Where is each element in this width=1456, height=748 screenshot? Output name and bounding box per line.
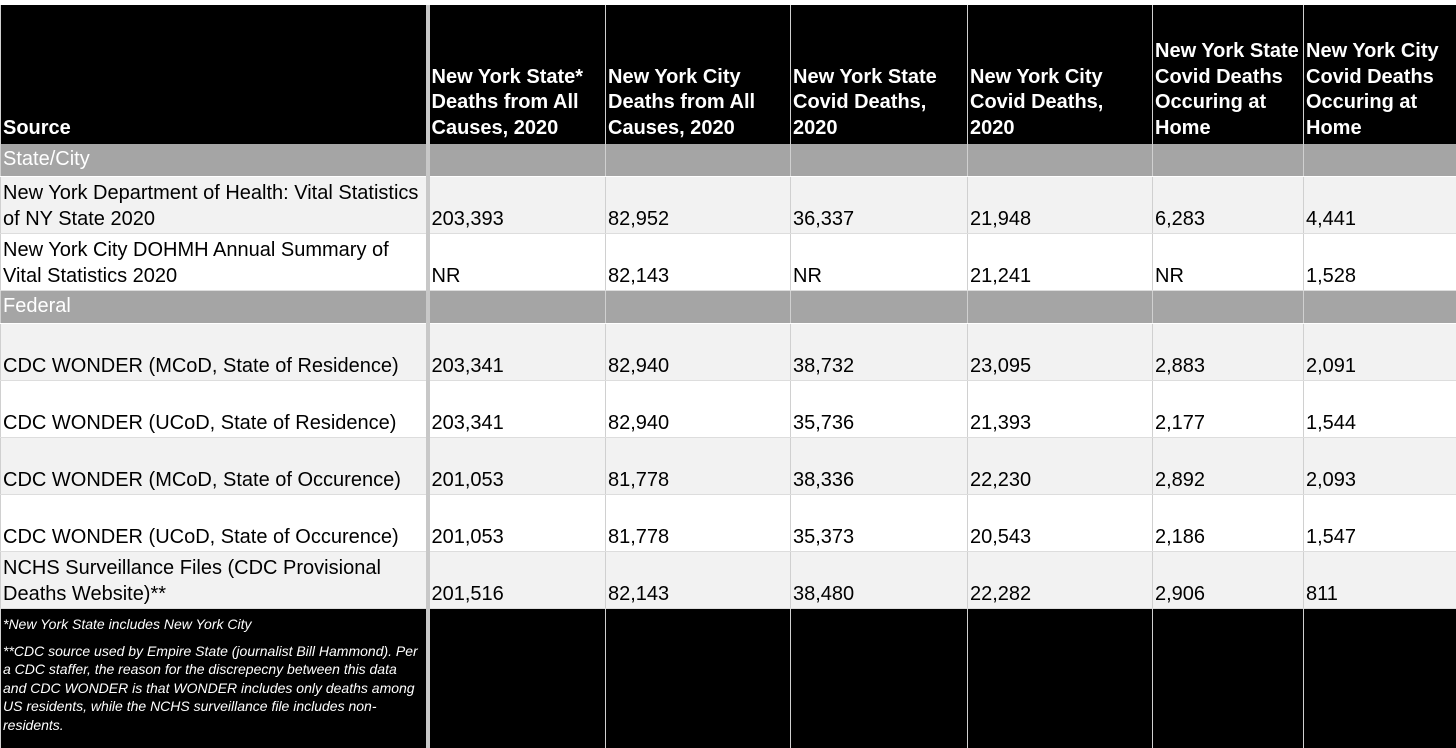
section-title: State/City [0,144,428,177]
value-cell: 21,393 [967,380,1153,438]
value-cell: 82,952 [605,176,791,234]
section-cell [1303,144,1456,177]
value-cell: 82,143 [605,551,791,609]
section-row: State/City [0,144,1456,177]
section-cell [1152,290,1304,324]
table-row: CDC WONDER (UCoD, State of Occurence) 201… [0,494,1456,552]
value-cell: 82,940 [605,323,791,381]
value-cell: 81,778 [605,437,791,495]
footnote-cell [1303,608,1456,748]
value-cell: 2,883 [1152,323,1304,381]
value-cell: 20,543 [967,494,1153,552]
column-header: New York City Deaths from All Causes, 20… [605,5,791,144]
source-cell: New York City DOHMH Annual Summary of Vi… [0,233,428,291]
value-cell: 36,337 [790,176,968,234]
table-row: NCHS Surveillance Files (CDC Provisional… [0,551,1456,609]
footnote-cell [605,608,791,748]
section-cell [605,290,791,324]
source-cell: CDC WONDER (MCoD, State of Residence) [0,323,428,381]
value-cell: 203,393 [425,176,606,234]
value-cell: 82,143 [605,233,791,291]
table-row: CDC WONDER (UCoD, State of Residence) 203… [0,380,1456,438]
header-row: Source New York State* Deaths from All Ca… [0,5,1456,144]
value-cell: 23,095 [967,323,1153,381]
value-cell: 22,282 [967,551,1153,609]
value-cell: 35,736 [790,380,968,438]
footnote-cell [967,608,1153,748]
section-cell [605,144,791,177]
section-cell [790,290,968,324]
column-header: Source [0,5,428,144]
table-row: CDC WONDER (MCoD, State of Occurence) 201… [0,437,1456,495]
value-cell: 2,892 [1152,437,1304,495]
value-cell: 6,283 [1152,176,1304,234]
value-cell: 203,341 [425,323,606,381]
section-cell [1303,290,1456,324]
value-cell: 38,480 [790,551,968,609]
value-cell: 811 [1303,551,1456,609]
source-cell: CDC WONDER (MCoD, State of Occurence) [0,437,428,495]
section-cell [967,144,1153,177]
value-cell: 1,547 [1303,494,1456,552]
footnotes: *New York State includes New York City **… [0,608,428,748]
value-cell: 201,053 [425,437,606,495]
footnote-row: *New York State includes New York City **… [0,608,1456,748]
value-cell: 2,906 [1152,551,1304,609]
footnote: **CDC source used by Empire State (journ… [3,642,418,733]
table-row: CDC WONDER (MCoD, State of Residence) 203… [0,323,1456,381]
value-cell: 35,373 [790,494,968,552]
value-cell: 2,186 [1152,494,1304,552]
value-cell: 2,177 [1152,380,1304,438]
section-cell [1152,144,1304,177]
table-row: New York Department of Health: Vital Sta… [0,176,1456,234]
value-cell: 21,241 [967,233,1153,291]
source-cell: NCHS Surveillance Files (CDC Provisional… [0,551,428,609]
value-cell: 81,778 [605,494,791,552]
value-cell: 2,091 [1303,323,1456,381]
column-header: New York State* Deaths from All Causes, … [425,5,606,144]
column-header: New York City Covid Deaths Occuring at H… [1303,5,1456,144]
footnote-cell [425,608,606,748]
value-cell: 1,528 [1303,233,1456,291]
value-cell: 2,093 [1303,437,1456,495]
section-cell [425,290,606,324]
source-cell: New York Department of Health: Vital Sta… [0,176,428,234]
column-header: New York City Covid Deaths, 2020 [967,5,1153,144]
value-cell: 203,341 [425,380,606,438]
data-table: Source New York State* Deaths from All Ca… [0,5,1456,748]
value-cell: 201,053 [425,494,606,552]
footnote: *New York State includes New York City [3,616,252,632]
section-title: Federal [0,290,428,324]
value-cell: 38,336 [790,437,968,495]
section-row: Federal [0,290,1456,324]
value-cell: NR [790,233,968,291]
section-cell [425,144,606,177]
section-cell [790,144,968,177]
value-cell: NR [1152,233,1304,291]
value-cell: 1,544 [1303,380,1456,438]
value-cell: 38,732 [790,323,968,381]
value-cell: 4,441 [1303,176,1456,234]
footnote-cell [790,608,968,748]
column-header: New York State Covid Deaths, 2020 [790,5,968,144]
section-cell [967,290,1153,324]
column-header: New York State Covid Deaths Occuring at … [1152,5,1304,144]
value-cell: 201,516 [425,551,606,609]
page: Source New York State* Deaths from All Ca… [0,5,1456,748]
value-cell: NR [425,233,606,291]
source-cell: CDC WONDER (UCoD, State of Residence) [0,380,428,438]
footnote-cell [1152,608,1304,748]
value-cell: 22,230 [967,437,1153,495]
value-cell: 82,940 [605,380,791,438]
source-cell: CDC WONDER (UCoD, State of Occurence) [0,494,428,552]
table-row: New York City DOHMH Annual Summary of Vi… [0,233,1456,291]
value-cell: 21,948 [967,176,1153,234]
